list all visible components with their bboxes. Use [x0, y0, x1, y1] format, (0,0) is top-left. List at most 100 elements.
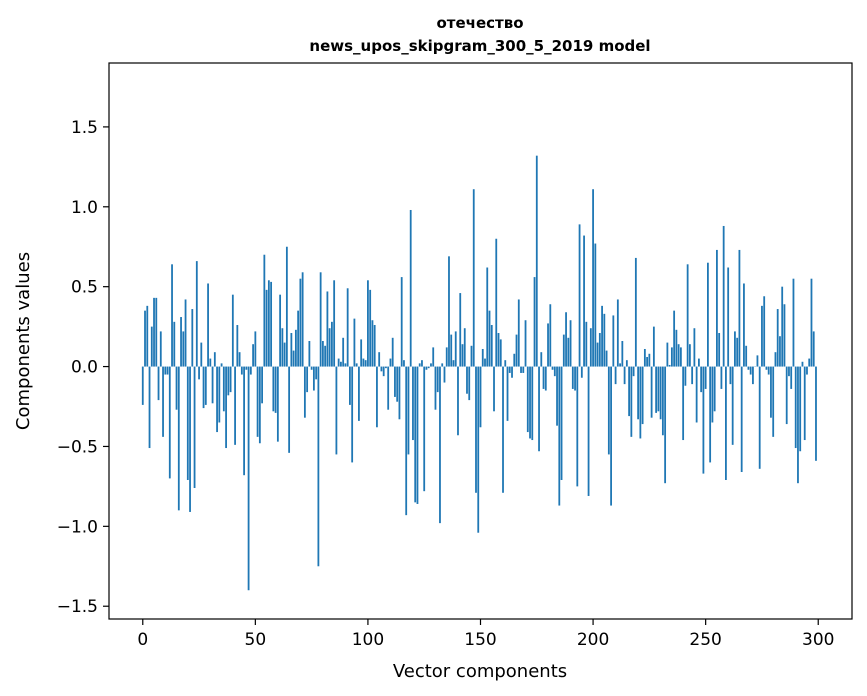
bar — [677, 344, 680, 367]
y-tick-label: −1.5 — [57, 597, 98, 617]
bar — [148, 366, 151, 449]
bar — [141, 366, 144, 405]
bar — [578, 224, 581, 367]
bar — [263, 254, 266, 367]
bar — [679, 347, 682, 367]
bar — [452, 360, 455, 367]
bar — [605, 350, 608, 367]
bar — [367, 280, 369, 367]
bar — [394, 366, 396, 397]
y-tick-label: 1.5 — [71, 118, 98, 138]
bar — [448, 256, 450, 367]
bar — [211, 366, 214, 404]
bar — [763, 296, 766, 367]
bar — [441, 363, 444, 367]
bar — [193, 366, 196, 488]
bar — [513, 353, 516, 367]
bar — [173, 321, 176, 367]
bar — [610, 366, 612, 506]
bar — [450, 334, 453, 367]
bar — [443, 366, 446, 383]
bar — [695, 366, 698, 423]
bar — [308, 341, 311, 367]
bar — [207, 283, 209, 367]
bar — [454, 331, 457, 367]
plot-frame — [108, 62, 853, 620]
bar — [396, 366, 399, 402]
bar — [761, 305, 763, 367]
bar — [333, 280, 336, 367]
bar — [247, 366, 250, 591]
bar — [171, 264, 173, 367]
bar — [520, 366, 522, 373]
bar — [315, 366, 318, 380]
bar — [376, 366, 378, 428]
bar — [202, 366, 205, 409]
bar — [553, 366, 556, 377]
bar — [619, 363, 621, 367]
bar — [157, 366, 160, 401]
bar — [177, 366, 180, 511]
bar — [258, 366, 261, 444]
y-tick-label: 0.0 — [71, 358, 98, 378]
bar — [812, 331, 815, 367]
bar — [580, 366, 583, 378]
bar — [261, 366, 263, 404]
bar — [799, 366, 802, 452]
y-tick-label: −1.0 — [57, 517, 98, 537]
bar — [648, 353, 651, 367]
bar — [238, 352, 241, 367]
bar — [342, 337, 345, 367]
bar — [340, 361, 342, 367]
bar — [684, 366, 687, 386]
bar — [657, 366, 660, 412]
bar — [670, 347, 673, 367]
bar — [736, 337, 739, 367]
bar — [391, 337, 394, 367]
bar — [461, 344, 464, 367]
bar — [767, 366, 770, 375]
x-tick-label: 50 — [245, 630, 267, 650]
bar — [698, 358, 700, 367]
bar — [634, 257, 637, 367]
bar — [355, 363, 358, 367]
bar — [707, 262, 709, 367]
bar — [601, 305, 603, 367]
bar — [387, 366, 390, 410]
bar — [603, 313, 606, 367]
bar — [423, 366, 426, 492]
bar — [625, 360, 628, 367]
bar — [283, 342, 286, 367]
bar — [155, 297, 158, 367]
bar — [727, 267, 730, 367]
bar — [734, 331, 736, 367]
bar — [256, 366, 259, 437]
bar — [229, 366, 232, 393]
bar — [587, 366, 590, 496]
bar — [182, 331, 185, 367]
bar — [589, 328, 592, 367]
bar — [558, 366, 561, 506]
bar — [222, 366, 225, 412]
bar — [297, 310, 300, 367]
bar — [797, 366, 799, 484]
bar — [583, 235, 585, 367]
bar — [324, 345, 327, 367]
bar — [439, 366, 441, 524]
bar — [412, 366, 414, 441]
bar — [702, 366, 705, 474]
bar — [477, 366, 480, 533]
bar — [216, 366, 218, 433]
bar — [301, 272, 304, 367]
bar — [364, 360, 367, 367]
bar — [209, 358, 212, 367]
bar — [614, 366, 617, 385]
bar — [180, 317, 182, 367]
bar — [276, 366, 279, 442]
bar — [146, 305, 149, 367]
bar — [321, 341, 324, 367]
bar — [549, 304, 552, 367]
x-axis-label: Vector components — [393, 661, 567, 682]
bar — [240, 366, 243, 375]
